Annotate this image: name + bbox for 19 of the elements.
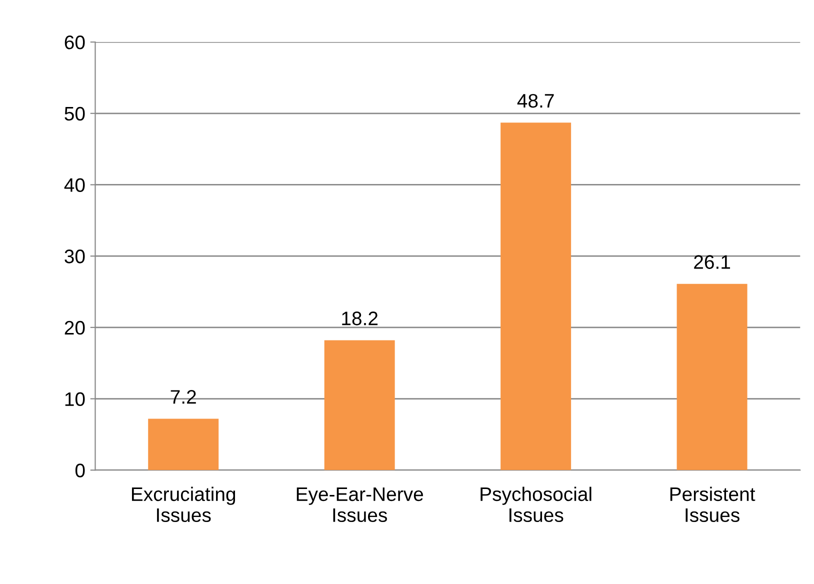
data-label: 48.7 — [517, 94, 554, 108]
x-tick-label: Excruciating Issues — [132, 486, 236, 522]
bar — [500, 122, 572, 470]
data-label: 18.2 — [342, 312, 378, 326]
y-tick-label: 40 — [64, 178, 85, 192]
data-label: 7.2 — [170, 390, 196, 404]
y-tick-label: 50 — [64, 106, 85, 121]
bar — [676, 284, 748, 470]
x-tick-label: Persistent Issues — [670, 486, 756, 522]
x-tick-label: Eye-Ear-Nerve Issues — [296, 488, 424, 522]
y-tick-label: 60 — [64, 36, 85, 50]
x-tick-label: Psychosocial Issues — [480, 486, 592, 522]
y-tick-label: 20 — [64, 320, 85, 335]
y-tick-label: 0 — [75, 464, 85, 478]
bar — [324, 340, 395, 470]
bar — [148, 418, 219, 470]
data-label: 26.1 — [694, 255, 730, 269]
y-tick-label: 30 — [64, 250, 85, 264]
y-tick-label: 10 — [65, 392, 85, 406]
